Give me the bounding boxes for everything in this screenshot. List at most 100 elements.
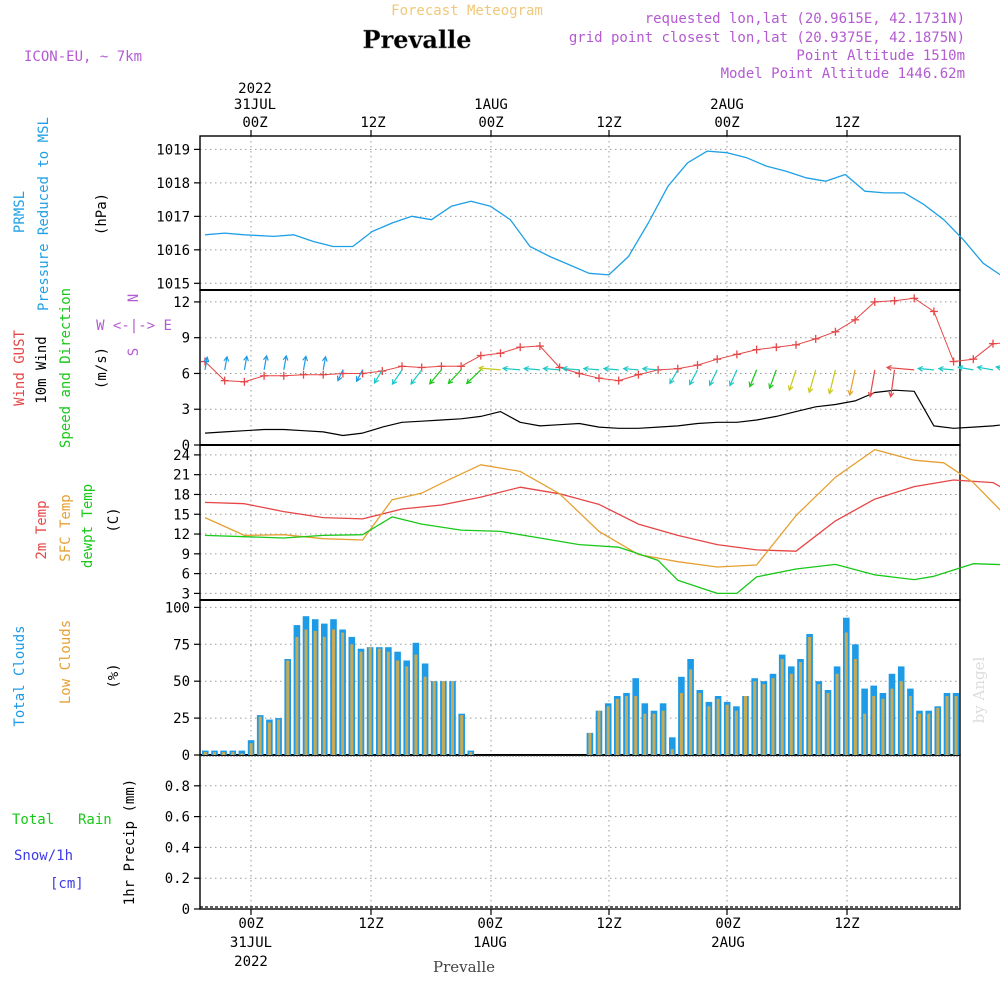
- bottom-date-0: 31JUL: [230, 935, 272, 951]
- gust-marker: [240, 377, 249, 386]
- pressure-ytick-label-2: 1017: [156, 209, 190, 225]
- gust-marker: [969, 355, 978, 364]
- wind-arrow-shaft: [689, 369, 699, 385]
- low-cloud-bar: [789, 673, 793, 755]
- wind-direction-arrow: [391, 369, 403, 386]
- wind-direction-arrow: [708, 369, 718, 387]
- wind-arrow-head: [477, 365, 484, 372]
- wind-arrow-shaft: [524, 367, 540, 371]
- wind-arrow-shaft: [302, 356, 307, 370]
- gust-marker: [457, 362, 466, 371]
- top-axis: 2022 31JUL 00Z 12Z 1AUG 00Z 12Z 2AUG 00Z…: [234, 81, 860, 131]
- low-cloud-bar: [396, 660, 400, 755]
- wind-ytick-label-4: 12: [173, 295, 190, 311]
- pressure-ytick-label-0: 1015: [156, 276, 190, 292]
- gust-marker: [634, 370, 643, 379]
- wind-arrow-head: [641, 366, 648, 372]
- low-cloud-bar: [469, 752, 473, 755]
- precip-label-snow: Snow/1h: [14, 848, 73, 864]
- pressure-ytick-label-1: 1016: [156, 243, 190, 259]
- precip-frame: [199, 754, 961, 910]
- low-cloud-bar: [277, 719, 281, 755]
- low-cloud-bar: [304, 629, 308, 755]
- low-cloud-bar: [359, 651, 363, 755]
- gust-marker: [595, 374, 603, 383]
- wind-gust-line: [204, 297, 1000, 383]
- point-altitude: Point Altitude 1510m: [796, 48, 965, 64]
- low-cloud-bar: [451, 681, 454, 755]
- wind-arrow-head: [957, 365, 964, 371]
- low-cloud-bar: [725, 704, 729, 755]
- temp-ytick-label-4: 15: [173, 507, 190, 523]
- wind-direction-arrow: [995, 365, 1000, 371]
- pressure-label-prmsl: PRMSL: [12, 191, 28, 233]
- bottom-date-2: 1AUG: [473, 935, 507, 951]
- wind-arrow-shaft: [808, 369, 817, 393]
- wind-arrow-head: [867, 391, 874, 398]
- temp-ytick-label-7: 24: [173, 448, 190, 464]
- low-cloud-bar: [386, 651, 390, 755]
- temp-label-sfc: SFC Temp: [58, 494, 74, 561]
- low-cloud-bar: [405, 666, 409, 755]
- wind-arrow-shaft: [337, 369, 344, 381]
- temp-ytick-label-5: 18: [173, 487, 190, 503]
- clouds-labels: Total Clouds Low Clouds (%): [12, 620, 122, 727]
- low-cloud-bar: [625, 696, 628, 755]
- wind-label-speed-dir: Speed and Direction: [58, 288, 74, 448]
- wind-direction-arrow: [243, 355, 249, 370]
- wind-arrow-head: [976, 364, 983, 371]
- temp-label-2m: 2m Temp: [34, 500, 50, 559]
- low-cloud-bar: [780, 659, 784, 755]
- low-cloud-bar: [808, 636, 812, 755]
- wind-arrow-shaft: [958, 366, 974, 371]
- low-cloud-bar: [240, 753, 244, 755]
- low-cloud-bar: [222, 752, 226, 755]
- low-cloud-bar: [799, 662, 802, 755]
- wind-direction-arrow: [689, 369, 699, 386]
- wind-arrow-head: [373, 377, 380, 384]
- low-cloud-bar: [698, 693, 702, 755]
- pressure-labels: PRMSL Pressure Reduced to MSL (hPa): [12, 117, 110, 311]
- wind-direction-arrow: [885, 364, 915, 371]
- low-cloud-bar: [249, 743, 253, 755]
- faded-title: Forecast Meteogram: [391, 3, 543, 19]
- clouds-ytick-label-0: 0: [182, 748, 190, 764]
- gust-marker: [713, 355, 722, 364]
- precip-ytick-label-3: 0.6: [165, 810, 190, 826]
- precip-unit: 1hr Precip (mm): [122, 779, 138, 905]
- wind-arrow-head: [282, 354, 289, 361]
- low-cloud-bar: [835, 673, 839, 755]
- clouds-ytick-label-4: 100: [165, 600, 190, 616]
- gust-marker: [614, 376, 623, 385]
- top-time-0: 00Z: [242, 115, 267, 131]
- gust-marker: [673, 364, 682, 373]
- wind-arrow-head: [561, 365, 568, 372]
- wind-arrow-shaft: [890, 369, 896, 397]
- compass-s: S: [126, 348, 142, 356]
- gust-marker: [220, 376, 229, 385]
- clouds-ytick-label-1: 25: [173, 711, 190, 727]
- low-cloud-bar: [286, 660, 290, 755]
- wind-arrow-head: [669, 378, 675, 385]
- gust-marker: [437, 362, 446, 371]
- low-cloud-bar: [634, 696, 638, 755]
- low-cloud-bar: [734, 710, 738, 755]
- low-cloud-bar: [350, 644, 354, 755]
- pressure-series: [204, 150, 1000, 276]
- low-cloud-bar: [368, 647, 372, 755]
- low-cloud-bar: [936, 707, 940, 755]
- temp-ytick-label-0: 3: [182, 586, 190, 602]
- wind-arrow-head: [523, 365, 530, 372]
- wind-arrow-head: [768, 383, 774, 390]
- precip-label-cm: [cm]: [50, 876, 84, 892]
- low-cloud-bar: [826, 693, 830, 755]
- clouds-ytick-label-3: 75: [173, 637, 190, 653]
- model-name: ICON-EU, ~ 7km: [24, 49, 142, 65]
- low-cloud-bar: [203, 752, 207, 755]
- wind-direction-arrow: [465, 369, 482, 385]
- wind-arrow-head: [885, 364, 892, 371]
- wind-arrow-head: [465, 378, 472, 385]
- wind-direction-arrow: [768, 369, 777, 390]
- wind-direction-arrow: [582, 366, 600, 372]
- wind-arrow-shaft: [243, 356, 248, 370]
